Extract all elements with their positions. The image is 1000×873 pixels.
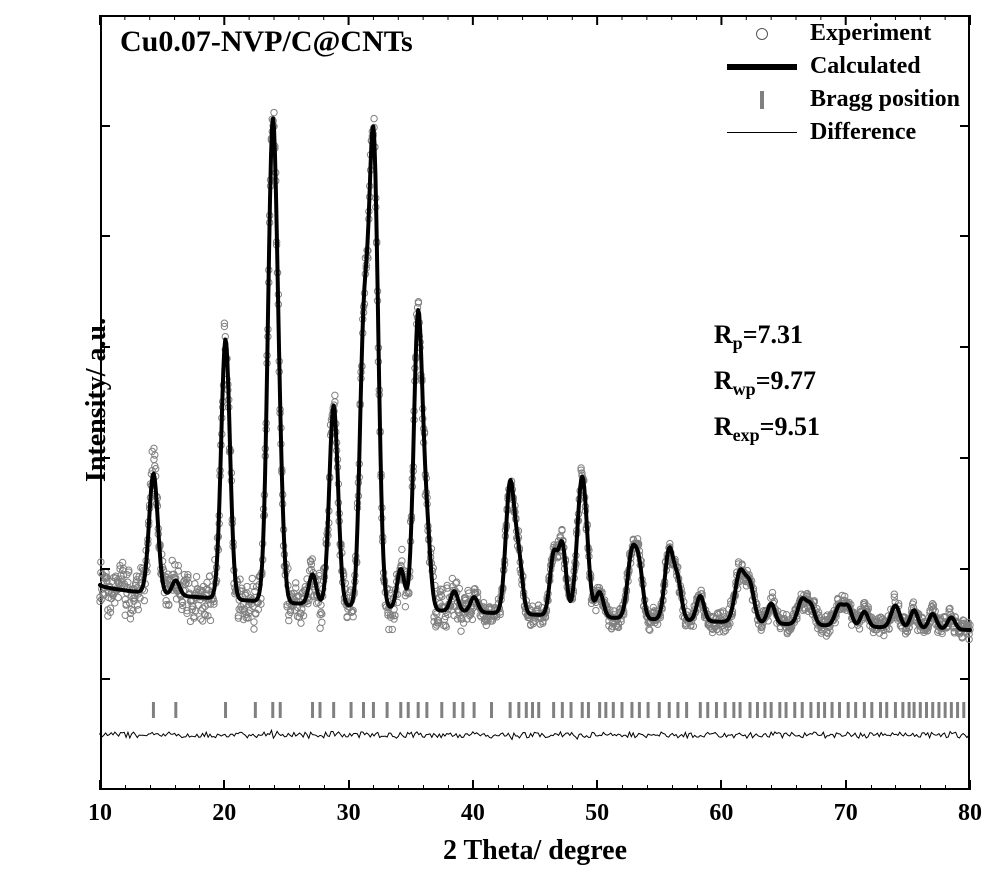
chart-title: Cu0.07-NVP/C@CNTs xyxy=(120,25,413,59)
legend-experiment: Experiment xyxy=(722,20,960,47)
legend-calculated: Calculated xyxy=(722,53,960,80)
legend-difference: Difference xyxy=(722,119,960,146)
legend-calculated-label: Calculated xyxy=(810,53,921,80)
x-tick-label: 80 xyxy=(958,800,982,827)
legend-bragg: Bragg position xyxy=(722,86,960,113)
x-tick-label: 60 xyxy=(709,800,733,827)
legend-bragg-label: Bragg position xyxy=(810,86,960,113)
legend-difference-label: Difference xyxy=(810,119,916,146)
difference-series xyxy=(100,730,969,739)
thickline-icon xyxy=(727,64,797,70)
bragg-tick-icon xyxy=(760,91,764,109)
stat-rexp: Rexp=9.51 xyxy=(714,412,820,446)
circle-icon xyxy=(756,28,768,40)
stat-rwp: Rwp=9.77 xyxy=(714,366,820,400)
x-tick-label: 10 xyxy=(88,800,112,827)
x-tick-label: 70 xyxy=(834,800,858,827)
stat-rp: Rp=7.31 xyxy=(714,320,820,354)
x-tick-label: 30 xyxy=(337,800,361,827)
refinement-stats: Rp=7.31 Rwp=9.77 Rexp=9.51 xyxy=(714,320,820,459)
x-tick-label: 20 xyxy=(212,800,236,827)
legend-experiment-label: Experiment xyxy=(810,20,931,47)
thinline-icon xyxy=(727,132,797,133)
chart-legend: Experiment Calculated Bragg position Dif… xyxy=(722,20,960,152)
bragg-positions xyxy=(153,702,963,718)
x-tick-label: 50 xyxy=(585,800,609,827)
calculated-series xyxy=(100,118,970,630)
x-axis-label: 2 Theta/ degree xyxy=(443,835,627,867)
xrd-chart: Intensity/ a.u. 2 Theta/ degree Cu0.07-N… xyxy=(0,0,1000,873)
x-tick-label: 40 xyxy=(461,800,485,827)
